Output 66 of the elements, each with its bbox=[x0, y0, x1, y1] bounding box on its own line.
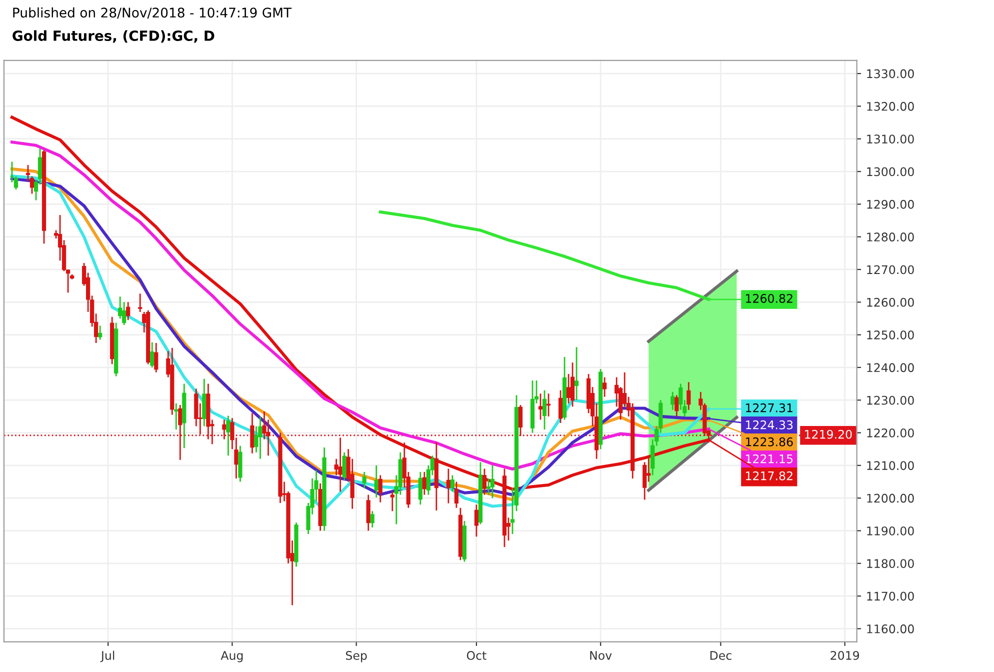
candlestick bbox=[574, 346, 579, 401]
candlestick bbox=[670, 391, 675, 411]
candlestick bbox=[138, 292, 142, 313]
y-tick-label: 1270.00 bbox=[867, 265, 914, 274]
y-tick-label: 1210.00 bbox=[867, 461, 914, 470]
candlestick bbox=[422, 471, 426, 496]
data-label: 1223.86 bbox=[746, 437, 793, 446]
y-tick-label: 1190.00 bbox=[867, 526, 914, 536]
y-tick-label: 1310.00 bbox=[867, 134, 914, 144]
candlestick bbox=[226, 415, 230, 456]
candlestick bbox=[602, 376, 607, 398]
candlestick bbox=[154, 342, 158, 374]
y-tick-label: 1260.00 bbox=[867, 298, 914, 307]
candlestick bbox=[342, 452, 346, 481]
candlestick bbox=[490, 464, 495, 499]
candlestick bbox=[370, 510, 374, 528]
candlestick bbox=[566, 373, 571, 404]
candlestick bbox=[538, 392, 543, 420]
x-tick-label: Aug bbox=[220, 651, 243, 662]
candlestick bbox=[454, 481, 458, 509]
x-tick-label: Jul bbox=[100, 650, 114, 662]
candlestick bbox=[378, 474, 382, 504]
y-tick-label: 1180.00 bbox=[867, 559, 914, 568]
x-tick-label: Nov bbox=[590, 651, 612, 660]
x-tick-label: Oct bbox=[466, 650, 486, 660]
data-label: 1260.82 bbox=[746, 294, 792, 303]
candlestick bbox=[450, 474, 454, 492]
y-tick-label: 1290.00 bbox=[867, 200, 914, 209]
candlestick bbox=[558, 390, 563, 424]
candlestick bbox=[570, 362, 575, 408]
candlestick bbox=[686, 381, 691, 411]
candlestick bbox=[126, 301, 130, 321]
y-tick-label: 1170.00 bbox=[867, 592, 914, 601]
candlestick bbox=[390, 490, 394, 512]
y-tick-label: 1280.00 bbox=[867, 232, 914, 242]
text: Published on 28/Nov/2018 - 10:47:19 GMT bbox=[13, 7, 292, 19]
y-tick-label: 1300.00 bbox=[867, 167, 914, 176]
data-label: 1217.82 bbox=[746, 471, 792, 480]
candlestick bbox=[362, 471, 366, 489]
y-tick-label: 1220.00 bbox=[867, 428, 914, 438]
chart-title: Gold Futures, (CFD):GC, D bbox=[12, 30, 214, 43]
candlestick bbox=[674, 394, 679, 418]
candlestick bbox=[374, 464, 378, 498]
y-tick-label: 1250.00 bbox=[867, 330, 914, 340]
candlestick bbox=[474, 504, 479, 538]
candlestick bbox=[98, 324, 102, 340]
candlestick bbox=[546, 392, 551, 418]
x-tick-label: 2019 bbox=[830, 650, 860, 660]
candlestick bbox=[258, 416, 262, 460]
y-tick-label: 1230.00 bbox=[867, 396, 914, 405]
candlestick bbox=[174, 402, 178, 430]
candlestick bbox=[150, 342, 154, 368]
candlestick bbox=[542, 390, 547, 430]
data-label: 1224.33 bbox=[746, 420, 793, 430]
candlestick bbox=[366, 494, 370, 532]
x-tick-label: Sep bbox=[346, 650, 367, 662]
candlestick bbox=[418, 471, 422, 506]
y-tick-label: 1160.00 bbox=[867, 624, 914, 634]
ref-line-label: 1219.20 bbox=[805, 430, 852, 439]
y-tick-label: 1320.00 bbox=[867, 102, 914, 111]
y-tick-label: 1330.00 bbox=[867, 69, 914, 78]
data-label: 1221.15 bbox=[746, 454, 793, 464]
data-label: 1227.31 bbox=[746, 403, 792, 412]
y-tick-label: 1200.00 bbox=[867, 494, 914, 503]
y-tick-label: 1240.00 bbox=[867, 363, 914, 372]
x-tick-label: Dec bbox=[710, 651, 732, 660]
